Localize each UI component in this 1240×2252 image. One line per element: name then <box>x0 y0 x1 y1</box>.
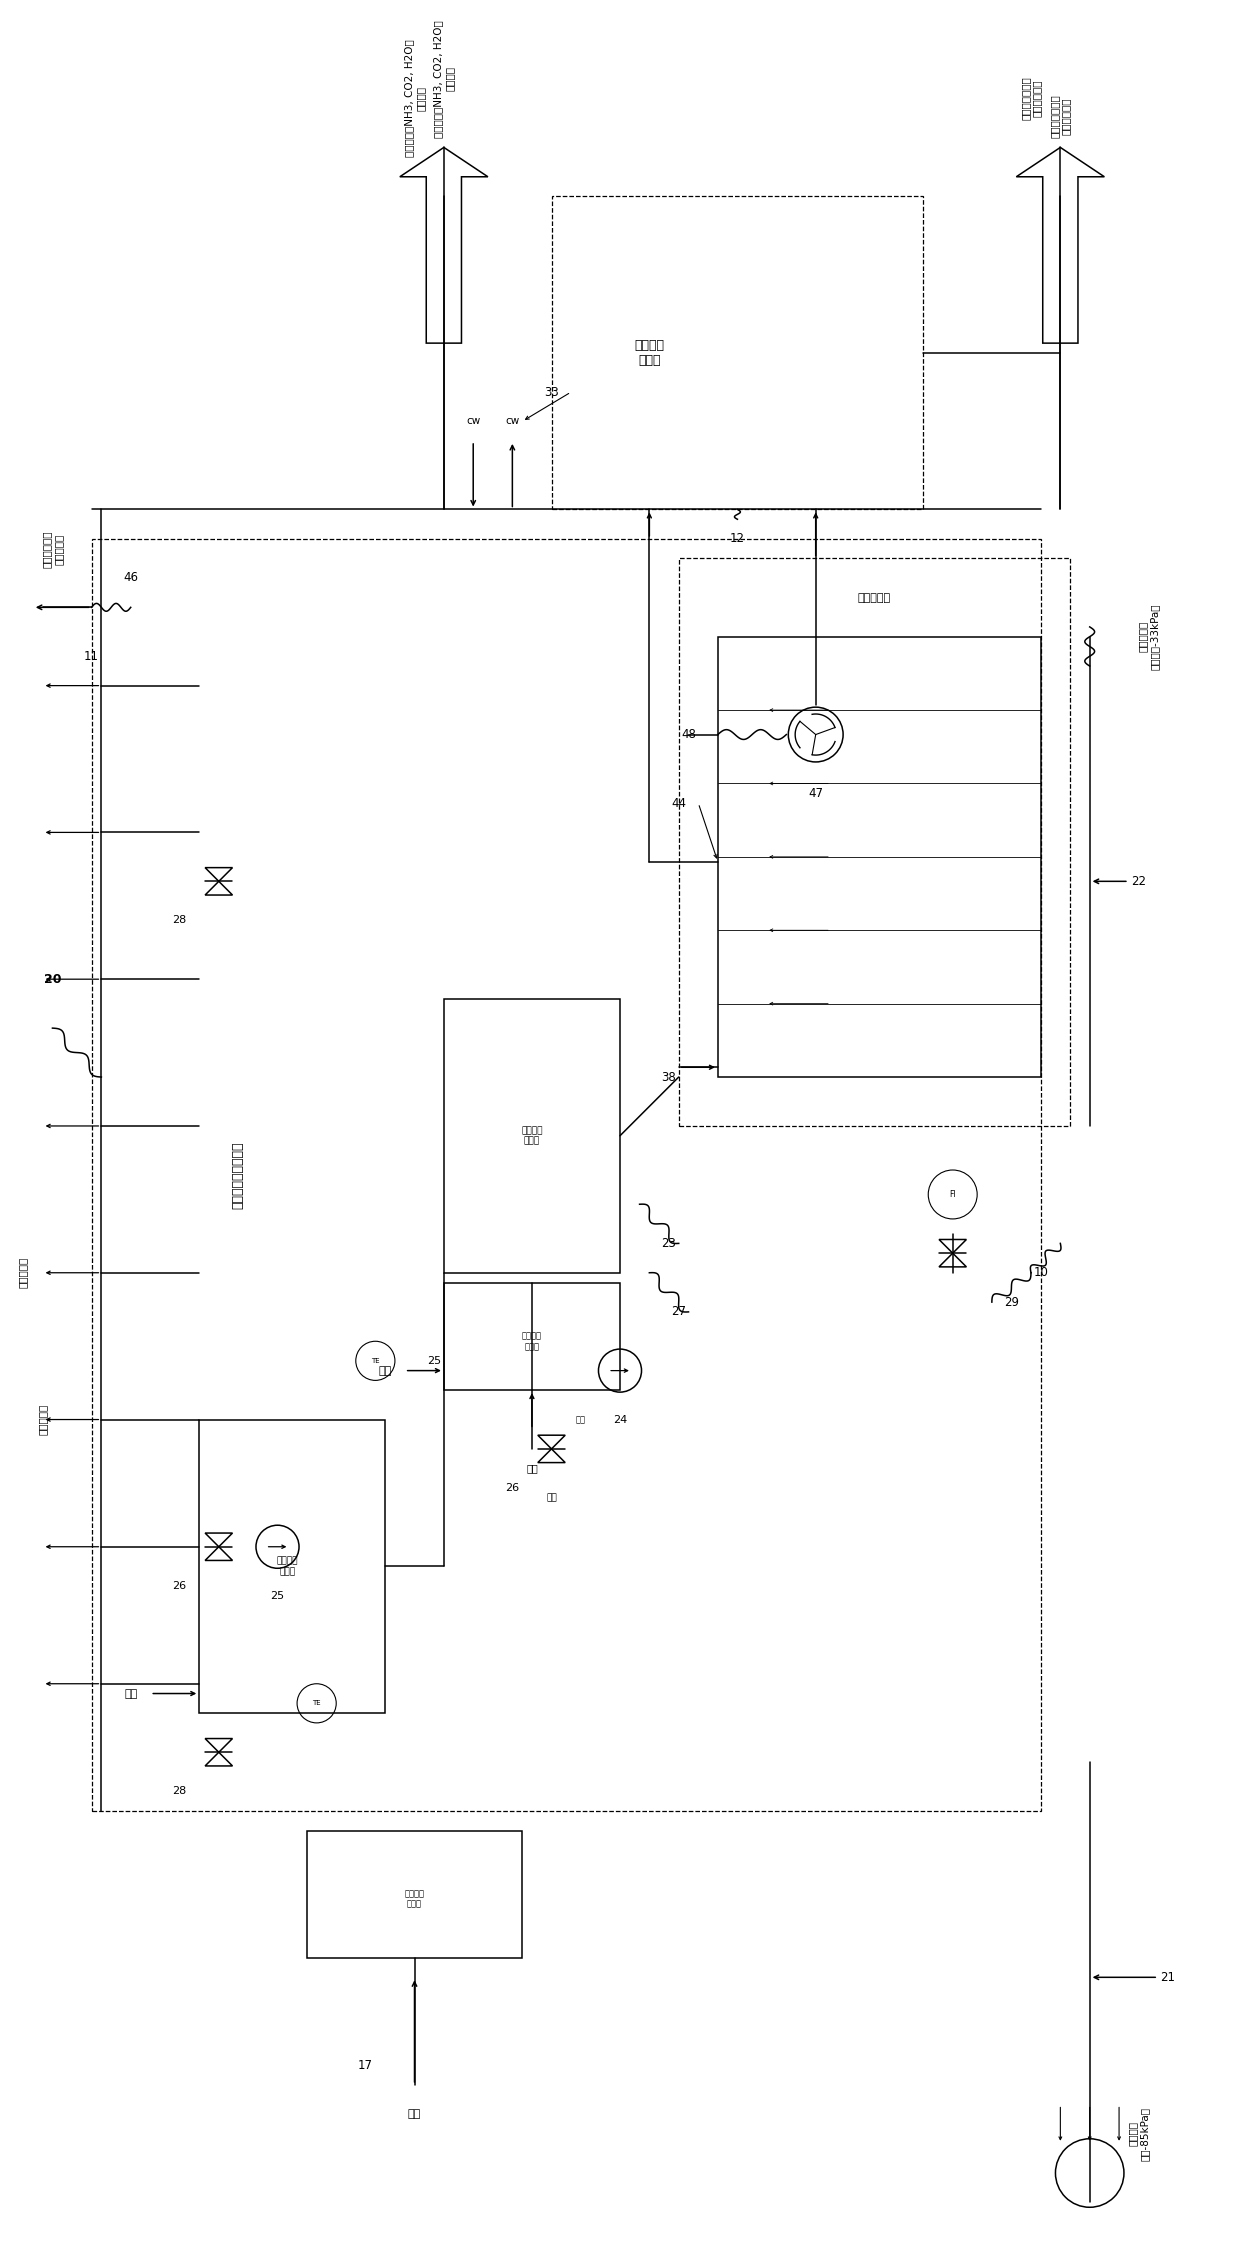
Text: 29: 29 <box>1004 1295 1019 1308</box>
Text: 44: 44 <box>671 797 686 808</box>
Text: 半水制备用洁净
工艺冷凝液物: 半水制备用洁净 工艺冷凝液物 <box>1049 95 1071 137</box>
Text: 半水制备用洁净
工艺冷凝液物: 半水制备用洁净 工艺冷凝液物 <box>1021 77 1042 119</box>
Text: 26: 26 <box>505 1484 520 1493</box>
Text: cw: cw <box>505 417 520 426</box>
Text: cw: cw <box>466 417 480 426</box>
Text: 蒸汽冷凝物: 蒸汽冷凝物 <box>37 1403 47 1435</box>
Text: 33: 33 <box>544 385 559 399</box>
Bar <box>718 637 1040 1076</box>
Text: 回收试剂（NH3, CO2, H2O）
至上游处: 回收试剂（NH3, CO2, H2O） 至上游处 <box>433 20 455 137</box>
Text: 蒸汽: 蒸汽 <box>575 1414 585 1423</box>
Bar <box>92 538 1040 1811</box>
Text: 蒸汽: 蒸汽 <box>546 1493 557 1502</box>
Text: 空气: 空气 <box>124 1689 138 1698</box>
Polygon shape <box>205 1739 232 1752</box>
Text: TE: TE <box>312 1700 321 1707</box>
Text: 第二真空
分离器: 第二真空 分离器 <box>521 1126 543 1146</box>
Text: 空气: 空气 <box>378 1365 392 1376</box>
Text: 48: 48 <box>681 727 696 741</box>
Polygon shape <box>939 1252 966 1268</box>
Text: 回收试剂（NH3, CO2, H2O）
至上游处: 回收试剂（NH3, CO2, H2O） 至上游处 <box>404 41 425 158</box>
Polygon shape <box>205 1547 232 1561</box>
Bar <box>552 196 924 509</box>
Bar <box>678 558 1070 1126</box>
Text: 23: 23 <box>661 1236 676 1250</box>
Text: 第一真空
压缩器: 第一真空 压缩器 <box>404 1889 424 1910</box>
Text: 28: 28 <box>172 917 187 926</box>
Text: 38: 38 <box>662 1070 676 1083</box>
Text: FI: FI <box>950 1189 956 1198</box>
Text: 不可冷凝气体
至处理系统: 不可冷凝气体 至处理系统 <box>42 531 63 568</box>
Text: 蜀汽: 蜀汽 <box>526 1464 538 1473</box>
Text: 24: 24 <box>613 1414 627 1426</box>
Polygon shape <box>205 1752 232 1766</box>
Text: 尿素溶液
（约-85kPa）: 尿素溶液 （约-85kPa） <box>1128 2108 1149 2162</box>
Text: 46: 46 <box>123 572 138 586</box>
Text: 10: 10 <box>1033 1266 1048 1279</box>
Text: TE: TE <box>371 1358 379 1365</box>
Bar <box>200 1419 386 1714</box>
Polygon shape <box>538 1448 565 1462</box>
Text: 17: 17 <box>358 2058 373 2072</box>
Text: 蒸汽冷凝物: 蒸汽冷凝物 <box>19 1257 29 1288</box>
Text: 25: 25 <box>270 1590 284 1601</box>
Polygon shape <box>538 1435 565 1448</box>
Text: 第一真空
分离器: 第一真空 分离器 <box>277 1556 298 1576</box>
Text: 第二真空
压缩器: 第二真空 压缩器 <box>522 1331 542 1351</box>
Text: 11: 11 <box>84 651 99 662</box>
Polygon shape <box>205 881 232 894</box>
Polygon shape <box>205 867 232 881</box>
Text: 蜀汽: 蜀汽 <box>408 2110 422 2119</box>
Text: 21: 21 <box>1161 1970 1176 1984</box>
Text: 工艺冷凝
处理段: 工艺冷凝 处理段 <box>635 338 665 367</box>
Text: 25: 25 <box>427 1356 441 1365</box>
Text: 27: 27 <box>671 1306 686 1317</box>
Text: 20: 20 <box>43 973 61 986</box>
Polygon shape <box>205 1534 232 1547</box>
Text: 尿素融解至
造粒（约-33kPa）: 尿素融解至 造粒（约-33kPa） <box>1137 604 1159 669</box>
Bar <box>306 1831 522 1957</box>
Text: 12: 12 <box>730 531 745 545</box>
Text: 22: 22 <box>1131 874 1146 887</box>
Text: 26: 26 <box>172 1581 187 1590</box>
Text: 28: 28 <box>172 1786 187 1797</box>
Text: 第一和第二真空系统: 第一和第二真空系统 <box>232 1142 244 1209</box>
Bar <box>444 998 620 1272</box>
Bar <box>444 1284 620 1389</box>
Text: 47: 47 <box>808 786 823 799</box>
Text: 工艺冷凝罐: 工艺冷凝罐 <box>858 592 892 604</box>
Polygon shape <box>939 1239 966 1252</box>
